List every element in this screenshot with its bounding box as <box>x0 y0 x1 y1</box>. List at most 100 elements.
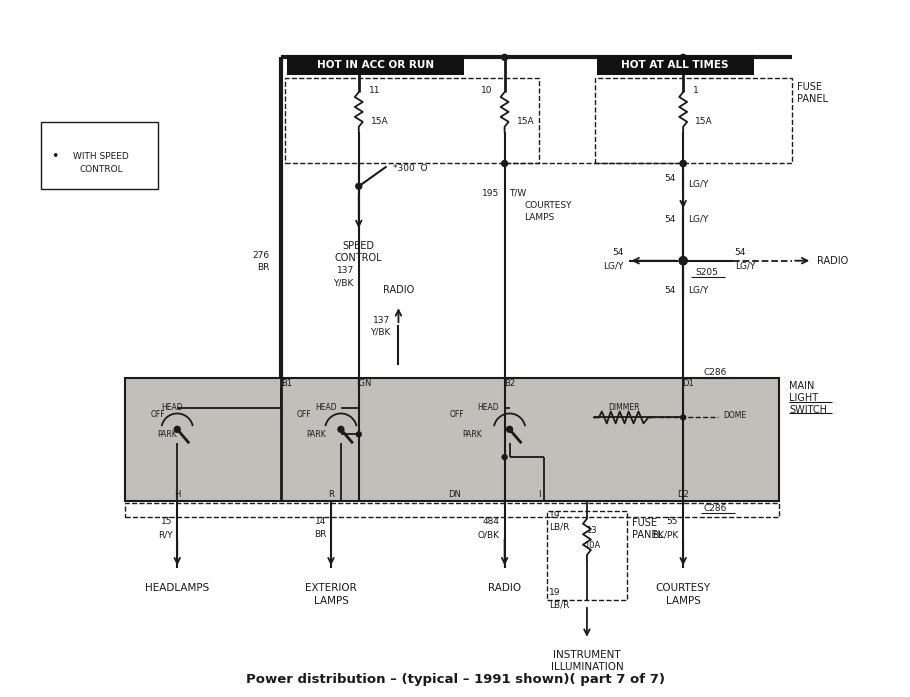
Bar <box>286 78 540 164</box>
Circle shape <box>501 54 508 61</box>
Text: EXTERIOR: EXTERIOR <box>305 583 357 593</box>
Text: CONTROL: CONTROL <box>79 165 123 174</box>
Bar <box>125 503 779 516</box>
Text: 14: 14 <box>315 517 326 526</box>
Text: RADIO: RADIO <box>488 583 521 593</box>
Bar <box>595 78 793 164</box>
Bar <box>288 55 464 75</box>
Circle shape <box>679 256 687 265</box>
Text: 195: 195 <box>482 189 500 198</box>
Text: 15: 15 <box>161 517 172 526</box>
Circle shape <box>681 415 685 420</box>
Text: BK/PK: BK/PK <box>652 530 678 539</box>
Circle shape <box>501 160 508 167</box>
Text: Y/BK: Y/BK <box>333 278 354 287</box>
Text: Y/BK: Y/BK <box>370 328 390 337</box>
Text: LG/Y: LG/Y <box>688 286 709 295</box>
Text: HEAD: HEAD <box>315 403 337 412</box>
Text: I: I <box>538 490 541 499</box>
Text: HOT IN ACC OR RUN: HOT IN ACC OR RUN <box>317 60 434 70</box>
Bar <box>125 378 779 500</box>
Text: 54: 54 <box>664 174 675 183</box>
Text: 276: 276 <box>252 251 269 260</box>
Text: RADIO: RADIO <box>383 286 414 296</box>
Text: C286: C286 <box>703 504 726 513</box>
Circle shape <box>680 54 686 61</box>
Text: R: R <box>329 490 334 499</box>
Text: 54: 54 <box>734 248 746 257</box>
Text: CONTROL: CONTROL <box>335 253 382 263</box>
Text: LB/R: LB/R <box>550 522 570 531</box>
Circle shape <box>502 454 507 459</box>
Circle shape <box>357 432 361 437</box>
Text: SWITCH: SWITCH <box>789 404 827 415</box>
Text: OFF: OFF <box>450 410 465 419</box>
Text: COURTESY: COURTESY <box>655 583 711 593</box>
Text: 15A: 15A <box>517 117 534 126</box>
Text: FUSE: FUSE <box>632 518 657 528</box>
Text: H: H <box>174 490 180 499</box>
Text: RADIO: RADIO <box>817 256 848 266</box>
Text: PARK: PARK <box>306 430 326 439</box>
Text: LAMPS: LAMPS <box>666 596 701 606</box>
Text: 137: 137 <box>337 266 354 275</box>
Text: T/W: T/W <box>510 189 527 198</box>
Circle shape <box>680 160 686 167</box>
Circle shape <box>356 183 362 190</box>
Circle shape <box>174 427 180 432</box>
Text: DIMMER: DIMMER <box>608 403 640 412</box>
Text: LAMPS: LAMPS <box>524 213 555 222</box>
Text: PANEL: PANEL <box>797 94 828 104</box>
Text: 55: 55 <box>667 517 678 526</box>
Text: FUSE: FUSE <box>797 82 823 92</box>
Text: OFF: OFF <box>297 410 311 419</box>
Text: 10A: 10A <box>584 541 600 550</box>
Text: *300  O: *300 O <box>393 164 428 173</box>
Text: PARK: PARK <box>157 430 177 439</box>
Text: 13: 13 <box>587 526 597 535</box>
Text: COURTESY: COURTESY <box>524 201 572 210</box>
Text: BR: BR <box>314 530 326 539</box>
Text: PANEL: PANEL <box>632 530 662 540</box>
Text: R/Y: R/Y <box>157 530 172 539</box>
Text: HEADLAMPS: HEADLAMPS <box>145 583 209 593</box>
Text: HEAD: HEAD <box>161 403 183 412</box>
Text: 19: 19 <box>550 511 561 520</box>
Text: Power distribution – (typical – 1991 shown)( part 7 of 7): Power distribution – (typical – 1991 sho… <box>246 673 664 686</box>
Text: INSTRUMENT: INSTRUMENT <box>553 650 621 659</box>
Bar <box>597 55 753 75</box>
Text: ILLUMINATION: ILLUMINATION <box>551 662 623 673</box>
Text: 10: 10 <box>481 86 492 95</box>
Text: LAMPS: LAMPS <box>314 596 349 606</box>
Circle shape <box>680 160 686 167</box>
Text: D1: D1 <box>682 379 694 388</box>
Text: MAIN: MAIN <box>789 381 814 391</box>
Text: 137: 137 <box>373 316 390 325</box>
Circle shape <box>507 427 512 432</box>
Text: LIGHT: LIGHT <box>789 392 818 403</box>
Text: S205: S205 <box>695 268 718 277</box>
Text: 1: 1 <box>693 86 699 95</box>
Text: 54: 54 <box>664 215 675 224</box>
Text: PARK: PARK <box>462 430 481 439</box>
Text: HEAD: HEAD <box>477 403 499 412</box>
Text: LG/Y: LG/Y <box>688 215 709 224</box>
Text: 484: 484 <box>482 517 500 526</box>
Text: HOT AT ALL TIMES: HOT AT ALL TIMES <box>622 60 729 70</box>
Text: WITH SPEED: WITH SPEED <box>73 152 128 161</box>
Text: LG/Y: LG/Y <box>734 261 755 270</box>
Text: O/BK: O/BK <box>478 530 500 539</box>
Text: C286: C286 <box>703 368 726 377</box>
Text: 54: 54 <box>612 248 623 257</box>
Text: B1: B1 <box>281 379 292 388</box>
Text: 19: 19 <box>550 588 561 597</box>
Text: IGN: IGN <box>356 379 371 388</box>
Bar <box>547 511 627 600</box>
Text: •: • <box>51 150 58 163</box>
Text: SPEED: SPEED <box>343 241 375 251</box>
Text: LG/Y: LG/Y <box>688 180 709 189</box>
Text: DN: DN <box>449 490 461 499</box>
Text: DOME: DOME <box>723 411 746 420</box>
Circle shape <box>679 256 687 265</box>
Text: 11: 11 <box>369 86 380 95</box>
